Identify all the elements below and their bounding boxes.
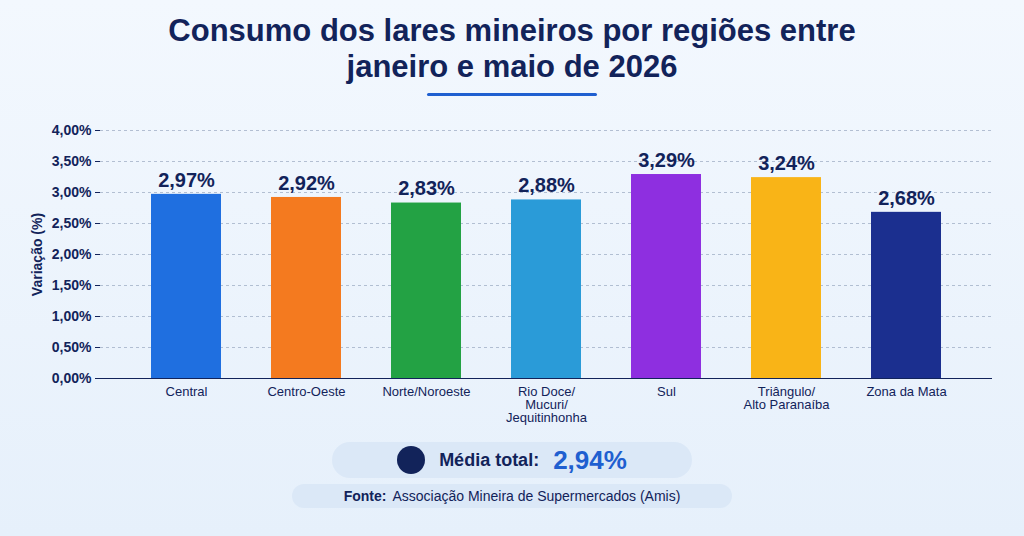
svg-text:0,00%: 0,00% xyxy=(52,370,92,386)
svg-text:Rio Doce/Mucuri/Jequitinhonha: Rio Doce/Mucuri/Jequitinhonha xyxy=(506,384,588,425)
svg-text:Sul: Sul xyxy=(657,384,676,399)
svg-text:2,88%: 2,88% xyxy=(518,174,575,196)
svg-text:2,92%: 2,92% xyxy=(278,172,335,194)
svg-text:3,50%: 3,50% xyxy=(52,153,92,169)
svg-text:Triângulo/Alto Paranaíba: Triângulo/Alto Paranaíba xyxy=(743,384,830,412)
svg-text:4,00%: 4,00% xyxy=(52,122,92,138)
svg-text:Zona da Mata: Zona da Mata xyxy=(866,384,947,399)
svg-text:Central: Central xyxy=(166,384,208,399)
html-text:Média total:: Média total: xyxy=(439,449,540,470)
svg-text:2,50%: 2,50% xyxy=(52,215,92,231)
svg-text:2,97%: 2,97% xyxy=(158,169,215,191)
svg-text:Centro-Oeste: Centro-Oeste xyxy=(267,384,345,399)
svg-text:2,83%: 2,83% xyxy=(398,177,455,199)
html-text:Consumo dos lares mineiros por: Consumo dos lares mineiros por regiões e… xyxy=(168,12,856,84)
svg-text:3,29%: 3,29% xyxy=(638,149,695,171)
html-text:2,94%: 2,94% xyxy=(553,444,627,475)
svg-text:3,00%: 3,00% xyxy=(52,184,92,200)
svg-text:1,50%: 1,50% xyxy=(52,277,92,293)
svg-text:Variação (%): Variação (%) xyxy=(29,213,45,296)
svg-text:2,00%: 2,00% xyxy=(52,246,92,262)
svg-text:1,00%: 1,00% xyxy=(52,308,92,324)
svg-text:Norte/Noroeste: Norte/Noroeste xyxy=(382,384,470,399)
svg-text:3,24%: 3,24% xyxy=(758,152,815,174)
svg-text:0,50%: 0,50% xyxy=(52,339,92,355)
html-text:Fonte: Associação Mineira de S: Fonte: Associação Mineira de Supermercad… xyxy=(343,488,681,504)
svg-text:2,68%: 2,68% xyxy=(878,187,935,209)
